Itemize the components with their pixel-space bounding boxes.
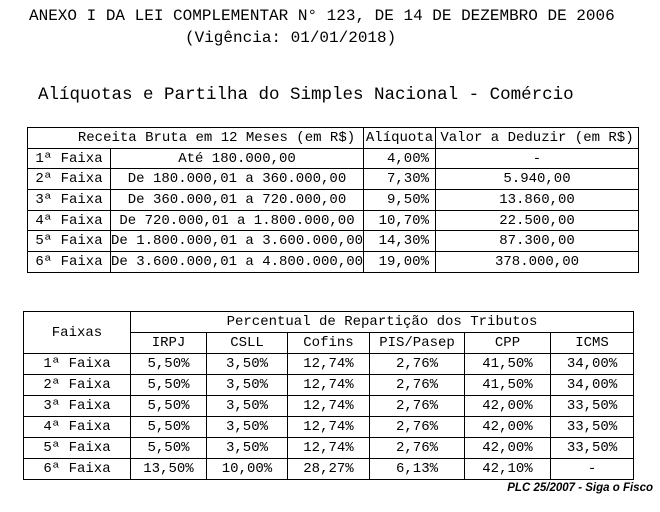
cell-faixa: 5ª Faixa [27, 230, 111, 253]
footer-credit: PLC 25/2007 - Siga o Fisco [507, 482, 653, 494]
table-row: 4ª Faixa 5,50% 3,50% 12,74% 2,76% 42,00%… [23, 416, 635, 438]
cell-csll: 3,50% [206, 374, 288, 396]
cell-faixa: 3ª Faixa [23, 395, 131, 417]
header-aliquota: Alíquota [363, 127, 436, 149]
header-col-csll: CSLL [206, 332, 288, 354]
cell-receita: De 1.800.000,01 a 3.600.000,00 [110, 230, 364, 253]
table-row: 2ª Faixa De 180.000,01 a 360.000,00 7,30… [27, 168, 639, 191]
table-header-row: Faixas Percentual de Repartição dos Trib… [23, 311, 635, 354]
cell-cofins: 12,74% [287, 416, 370, 438]
cell-cofins: 28,27% [287, 458, 370, 480]
cell-faixa: 5ª Faixa [23, 437, 131, 459]
cell-faixa: 2ª Faixa [23, 374, 131, 396]
cell-receita: De 360.000,01 a 720.000,00 [110, 189, 364, 211]
cell-csll: 3,50% [206, 395, 288, 417]
tax-distribution-table: Faixas Percentual de Repartição dos Trib… [23, 311, 635, 480]
cell-aliquota: 14,30% [363, 230, 436, 253]
table-subheader-row: IRPJ CSLL Cofins PIS/Pasep CPP ICMS [24, 332, 635, 354]
table-row: 3ª Faixa 5,50% 3,50% 12,74% 2,76% 42,00%… [23, 395, 635, 417]
cell-icms: - [549, 458, 635, 480]
cell-receita: De 3.600.000,01 a 4.800.000,00 [110, 251, 364, 273]
cell-cofins: 12,74% [287, 395, 370, 417]
cell-faixa: 6ª Faixa [23, 458, 131, 480]
cell-irpj: 13,50% [130, 458, 207, 480]
header-col-irpj: IRPJ [130, 332, 207, 354]
header-faixas: Faixas [23, 311, 131, 354]
cell-pis-pasep: 2,76% [369, 395, 465, 417]
cell-csll: 10,00% [206, 458, 288, 480]
document-subtitle: (Vigência: 01/01/2018) [185, 29, 397, 47]
header-receita-bruta: Receita Bruta em 12 Meses (em R$) [27, 127, 364, 149]
cell-aliquota: 9,50% [363, 189, 436, 211]
cell-cpp: 41,50% [464, 374, 551, 396]
cell-csll: 3,50% [206, 353, 288, 375]
cell-icms: 34,00% [549, 374, 635, 396]
cell-irpj: 5,50% [130, 437, 207, 459]
cell-receita: De 180.000,01 a 360.000,00 [110, 168, 364, 191]
cell-cpp: 42,00% [464, 395, 551, 417]
cell-faixa: 3ª Faixa [27, 189, 111, 211]
cell-cpp: 42,00% [464, 416, 551, 438]
cell-pis-pasep: 6,13% [369, 458, 465, 480]
cell-aliquota: 4,00% [363, 147, 436, 170]
header-col-cpp: CPP [464, 332, 551, 354]
cell-aliquota: 7,30% [363, 168, 436, 191]
cell-cofins: 12,74% [287, 437, 370, 459]
table-row: 2ª Faixa 5,50% 3,50% 12,74% 2,76% 41,50%… [23, 374, 635, 396]
table-row: 1ª Faixa Até 180.000,00 4,00% - [27, 147, 639, 170]
cell-receita: Até 180.000,00 [110, 147, 364, 170]
cell-valor: 378.000,00 [435, 251, 639, 273]
table-row: 3ª Faixa De 360.000,01 a 720.000,00 9,50… [27, 189, 639, 211]
cell-pis-pasep: 2,76% [369, 374, 465, 396]
cell-faixa: 1ª Faixa [23, 353, 131, 375]
cell-faixa: 6ª Faixa [27, 251, 111, 273]
cell-icms: 33,50% [549, 416, 635, 438]
cell-irpj: 5,50% [130, 395, 207, 417]
cell-aliquota: 10,70% [363, 209, 436, 232]
cell-receita: De 720.000,01 a 1.800.000,00 [110, 209, 364, 232]
header-col-icms: ICMS [549, 332, 635, 354]
cell-valor: 22.500,00 [435, 209, 639, 232]
section-heading: Alíquotas e Partilha do Simples Nacional… [38, 85, 574, 105]
cell-icms: 34,00% [549, 353, 635, 375]
cell-cofins: 12,74% [287, 353, 370, 375]
cell-pis-pasep: 2,76% [369, 437, 465, 459]
table-row: 6ª Faixa De 3.600.000,01 a 4.800.000,00 … [27, 251, 639, 273]
table-row: 5ª Faixa De 1.800.000,01 a 3.600.000,00 … [27, 230, 639, 253]
cell-valor: - [435, 147, 639, 170]
cell-irpj: 5,50% [130, 416, 207, 438]
cell-irpj: 5,50% [130, 353, 207, 375]
cell-cpp: 42,00% [464, 437, 551, 459]
header-col-pis-pasep: PIS/Pasep [369, 332, 465, 354]
cell-csll: 3,50% [206, 437, 288, 459]
tax-brackets-table: Receita Bruta em 12 Meses (em R$) Alíquo… [27, 127, 639, 273]
cell-faixa: 2ª Faixa [27, 168, 111, 191]
table-row: 4ª Faixa De 720.000,01 a 1.800.000,00 10… [27, 209, 639, 232]
cell-faixa: 1ª Faixa [27, 147, 111, 170]
document-title: ANEXO I DA LEI COMPLEMENTAR N° 123, DE 1… [29, 7, 615, 25]
table-row: 5ª Faixa 5,50% 3,50% 12,74% 2,76% 42,00%… [23, 437, 635, 459]
cell-irpj: 5,50% [130, 374, 207, 396]
cell-faixa: 4ª Faixa [23, 416, 131, 438]
cell-icms: 33,50% [549, 437, 635, 459]
header-percentual-group: Percentual de Repartição dos Tributos [129, 311, 635, 333]
cell-valor: 13.860,00 [435, 189, 639, 211]
cell-icms: 33,50% [549, 395, 635, 417]
table-header-row: Receita Bruta em 12 Meses (em R$) Alíquo… [27, 127, 639, 149]
cell-cofins: 12,74% [287, 374, 370, 396]
header-valor-deduzir: Valor a Deduzir (em R$) [435, 127, 639, 149]
cell-csll: 3,50% [206, 416, 288, 438]
table-row: 6ª Faixa 13,50% 10,00% 28,27% 6,13% 42,1… [23, 458, 635, 480]
cell-cpp: 41,50% [464, 353, 551, 375]
table-row: 1ª Faixa 5,50% 3,50% 12,74% 2,76% 41,50%… [23, 353, 635, 375]
cell-faixa: 4ª Faixa [27, 209, 111, 232]
header-col-cofins: Cofins [287, 332, 370, 354]
cell-cpp: 42,10% [464, 458, 551, 480]
cell-valor: 5.940,00 [435, 168, 639, 191]
cell-valor: 87.300,00 [435, 230, 639, 253]
cell-pis-pasep: 2,76% [369, 353, 465, 375]
cell-pis-pasep: 2,76% [369, 416, 465, 438]
cell-aliquota: 19,00% [363, 251, 436, 273]
